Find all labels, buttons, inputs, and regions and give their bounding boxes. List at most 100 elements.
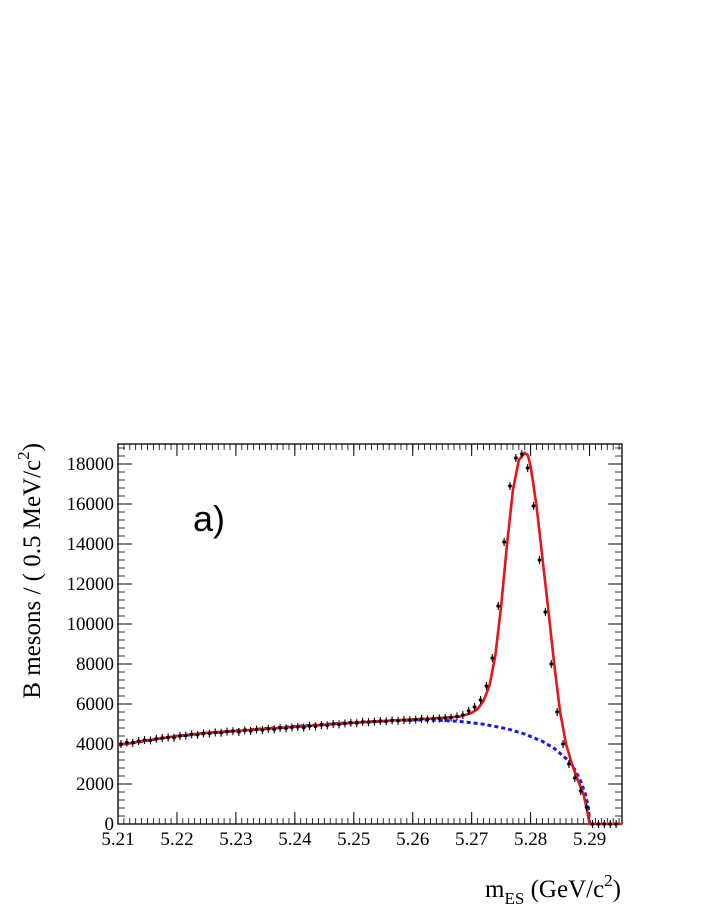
data-point xyxy=(190,732,194,736)
data-point xyxy=(361,720,365,724)
x-tick-label: 5.23 xyxy=(219,829,252,850)
data-point xyxy=(313,724,317,728)
y-tick-label: 0 xyxy=(105,814,115,835)
data-point xyxy=(196,733,200,737)
x-axis-title-main: m xyxy=(485,876,505,903)
data-point xyxy=(225,730,229,734)
data-point xyxy=(420,717,424,721)
x-tick-label: 5.26 xyxy=(396,829,429,850)
data-point xyxy=(302,726,306,730)
y-tick-label: 12000 xyxy=(67,574,115,595)
data-point xyxy=(154,737,158,741)
data-point xyxy=(591,822,595,826)
data-point xyxy=(514,456,518,460)
data-point xyxy=(290,725,294,729)
data-point xyxy=(537,558,541,562)
x-axis-title-sub: ES xyxy=(505,889,525,908)
data-point xyxy=(449,716,453,720)
x-axis-title-sup: 2 xyxy=(604,871,613,890)
data-point xyxy=(390,718,394,722)
data-point xyxy=(473,705,477,709)
data-point xyxy=(585,805,589,809)
data-point xyxy=(490,656,494,660)
data-point xyxy=(219,731,223,735)
data-point xyxy=(284,726,288,730)
x-tick-labels: 5.21 5.22 5.23 5.24 5.25 5.26 5.27 5.28 5.29 xyxy=(101,829,606,850)
data-point xyxy=(278,726,282,730)
data-point xyxy=(408,718,412,722)
data-point xyxy=(602,822,606,826)
data-point xyxy=(237,730,241,734)
data-point xyxy=(437,716,441,720)
data-point xyxy=(549,662,553,666)
data-point xyxy=(148,738,152,742)
y-ticks xyxy=(118,447,622,825)
data-point xyxy=(461,713,465,717)
annotation-label: a) xyxy=(193,498,225,539)
data-point xyxy=(131,741,135,745)
y-tick-label: 14000 xyxy=(67,534,115,555)
data-point xyxy=(207,732,211,736)
data-point xyxy=(402,718,406,722)
data-point xyxy=(573,776,577,780)
data-point xyxy=(243,728,247,732)
data-point xyxy=(414,718,418,722)
plot-frame xyxy=(117,443,623,825)
data-points xyxy=(118,450,619,828)
data-point xyxy=(467,709,471,713)
plot-frame-group xyxy=(117,443,623,825)
y-tick-label: 4000 xyxy=(76,734,114,755)
data-point xyxy=(443,716,447,720)
data-point xyxy=(255,728,259,732)
x-ticks xyxy=(117,444,620,824)
data-point xyxy=(614,822,618,826)
data-point xyxy=(231,729,235,733)
data-point xyxy=(425,717,429,721)
data-point xyxy=(484,684,488,688)
data-point xyxy=(201,731,205,735)
y-tick-label: 18000 xyxy=(67,454,115,475)
y-tick-label: 16000 xyxy=(67,494,115,515)
data-point xyxy=(508,484,512,488)
x-tick-label: 5.25 xyxy=(337,829,370,850)
data-point xyxy=(260,728,264,732)
data-point xyxy=(296,725,300,729)
data-point xyxy=(166,735,170,739)
y-tick-label: 6000 xyxy=(76,694,114,715)
data-point xyxy=(355,721,359,725)
x-tick-label: 5.21 xyxy=(101,829,134,850)
data-point xyxy=(178,734,182,738)
data-point xyxy=(266,727,270,731)
x-axis-title: mES (GeV/c2) xyxy=(485,871,621,908)
data-point xyxy=(343,721,347,725)
data-point xyxy=(319,723,323,727)
data-point xyxy=(431,717,435,721)
x-tick-label: 5.29 xyxy=(573,829,606,850)
series-group xyxy=(117,450,622,828)
y-tick-label: 2000 xyxy=(76,774,114,795)
data-point xyxy=(579,789,583,793)
data-point xyxy=(532,504,536,508)
x-tick-label: 5.27 xyxy=(455,829,488,850)
data-point xyxy=(479,698,483,702)
data-point xyxy=(367,720,371,724)
data-point xyxy=(249,729,253,733)
data-point xyxy=(561,742,565,746)
data-point xyxy=(378,719,382,723)
x-tick-label: 5.22 xyxy=(160,829,193,850)
data-point xyxy=(143,738,147,742)
data-point xyxy=(160,736,164,740)
x-tick-label: 5.24 xyxy=(278,829,312,850)
y-tick-label: 10000 xyxy=(67,614,115,635)
data-point xyxy=(119,742,123,746)
data-point xyxy=(567,762,571,766)
x-axis-title-close: ) xyxy=(613,876,621,903)
x-tick-label: 5.28 xyxy=(514,829,547,850)
data-point xyxy=(184,734,188,738)
data-point xyxy=(496,604,500,608)
data-point xyxy=(308,724,312,728)
y-axis-title: B mesons / ( 0.5 MeV/c2) xyxy=(14,443,46,699)
y-axis-title-sup: 2 xyxy=(14,451,33,460)
data-point xyxy=(502,540,506,544)
